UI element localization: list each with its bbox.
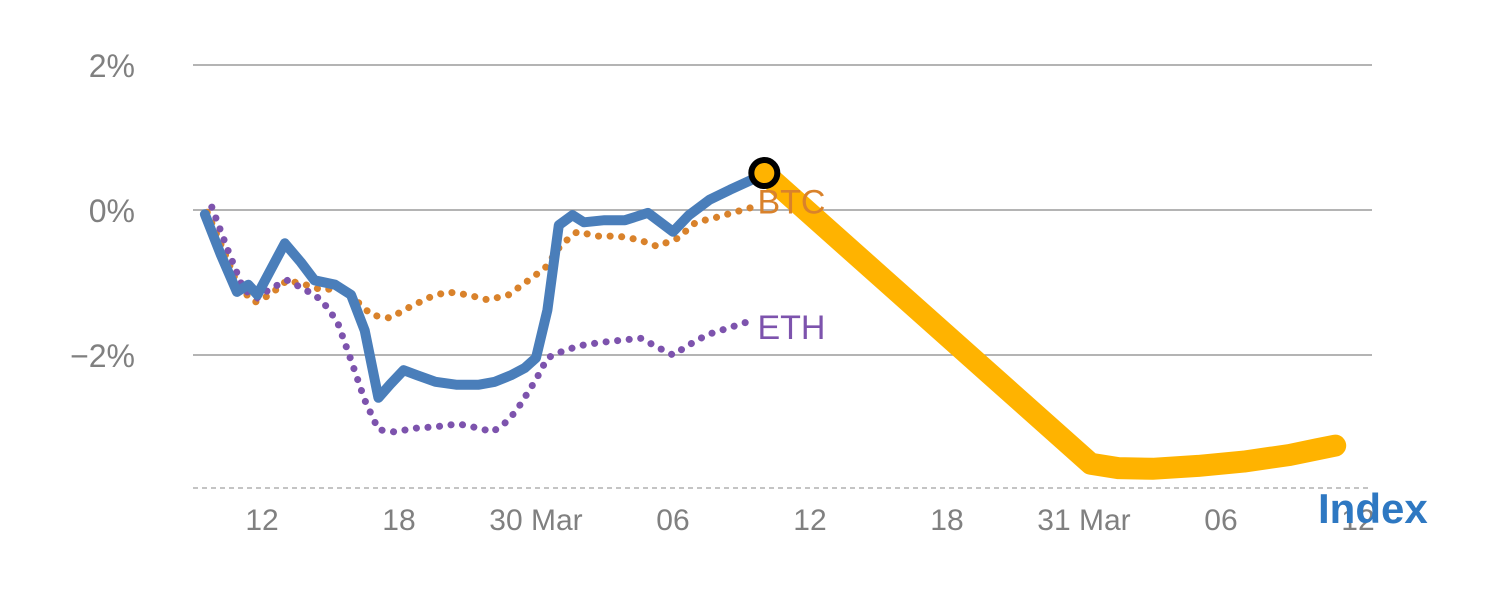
x-tick-label-0: 12 — [245, 504, 278, 537]
x-tick-labels: 12 18 30 Mar 06 12 18 31 Mar 06 12 — [245, 504, 1374, 537]
x-tick-label-8: 12 — [1341, 504, 1374, 537]
y-tick-label-0: 2% — [89, 48, 135, 84]
series-label-eth: ETH — [757, 309, 825, 347]
series-label-btc: BTC — [757, 184, 825, 222]
x-tick-label-4: 12 — [793, 504, 826, 537]
gridlines — [193, 64, 1372, 356]
chart-annotations: BTC ETH Index — [748, 157, 1428, 532]
y-tick-labels: 2% 0% −2% — [70, 48, 135, 374]
x-tick-label-5: 18 — [930, 504, 963, 537]
x-tick-label-2: 30 Mar — [489, 504, 582, 537]
y-tick-label-1: 0% — [89, 193, 135, 229]
series-line-index — [199, 168, 770, 403]
drag-handle-marker[interactable] — [748, 157, 781, 190]
series-line-eth — [208, 203, 752, 436]
x-tick-label-3: 06 — [656, 504, 689, 537]
y-tick-label-2: −2% — [70, 338, 135, 374]
series-line-btc — [203, 203, 757, 322]
series-label-index: Index — [1318, 485, 1428, 532]
series-line-index-projection[interactable] — [753, 162, 1347, 480]
x-tick-label-6: 31 Mar — [1037, 504, 1130, 537]
x-tick-label-1: 18 — [382, 504, 415, 537]
series-lines — [199, 162, 1347, 480]
x-tick-label-7: 06 — [1204, 504, 1237, 537]
